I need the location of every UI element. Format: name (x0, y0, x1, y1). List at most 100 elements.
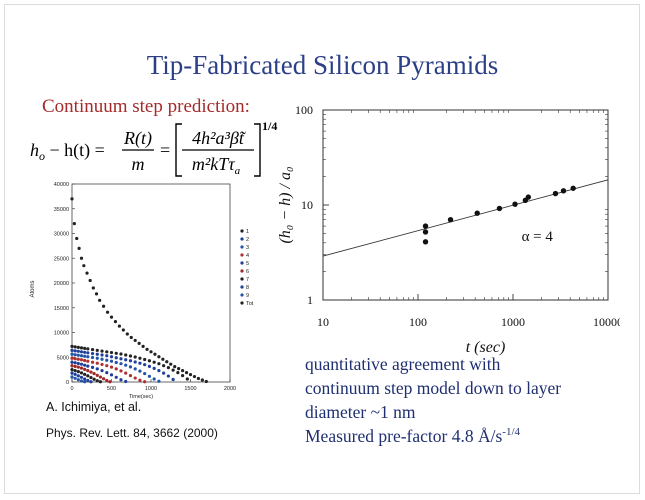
left-point-Tot-25 (157, 355, 161, 359)
left-point-6-4 (83, 367, 87, 371)
left-point-Tot-5 (82, 264, 86, 268)
left-point-Tot-24 (153, 352, 157, 356)
left-series-9 (70, 375, 87, 384)
left-point-2-11 (114, 356, 118, 360)
left-point-Tot-0 (70, 197, 74, 201)
note-line-3: diameter ~1 nm (305, 402, 416, 422)
left-point-1-10 (109, 350, 114, 355)
left-point-Tot-2 (75, 236, 79, 241)
left-point-Tot-1 (72, 222, 76, 226)
right-x-axis-label: t (sec) (466, 339, 506, 356)
left-point-4-13 (124, 371, 128, 375)
left-point-2-15 (133, 360, 137, 364)
left-point-3-6 (90, 355, 95, 360)
left-point-2-20 (157, 369, 161, 373)
left-point-4-17 (143, 380, 147, 384)
formula-lhs-rest: − h(t) = (45, 140, 105, 161)
left-point-Tot-4 (79, 256, 84, 260)
left-y-tick-label-5: 25000 (54, 256, 69, 262)
left-point-Tot-6 (85, 271, 89, 275)
citation-journal: Phys. Rev. Lett. 84, 3662 (2000) (46, 426, 218, 440)
left-point-7-6 (89, 375, 93, 380)
left-x-tick-label-4: 2000 (224, 386, 236, 392)
left-point-1-2 (76, 345, 80, 349)
right-data-point-0 (422, 223, 429, 229)
left-point-Tot-28 (169, 362, 173, 366)
left-point-Tot-7 (88, 278, 92, 283)
left-point-1-6 (90, 347, 95, 352)
left-point-1-5 (86, 347, 90, 351)
left-point-1-16 (138, 356, 142, 360)
left-point-2-10 (109, 355, 114, 359)
left-series-1 (70, 344, 189, 381)
left-point-1-24 (176, 370, 180, 375)
citation-authors: A. Ichimiya, et al. (46, 400, 142, 414)
left-point-2-22 (166, 374, 170, 378)
left-point-6-6 (89, 370, 93, 374)
left-point-9-2 (76, 378, 80, 382)
left-point-3-7 (95, 356, 99, 360)
left-point-Tot-15 (117, 324, 121, 328)
left-point-3-9 (105, 358, 109, 362)
formula-equals: = (160, 140, 170, 160)
left-legend-label-5: 6 (246, 269, 249, 275)
left-legend-label-8: 9 (246, 293, 249, 299)
right-x-tick-label-3: 10000 (593, 315, 620, 329)
left-series-7 (70, 368, 103, 384)
left-point-Tot-11 (102, 304, 106, 308)
left-point-2-6 (90, 351, 95, 356)
left-point-2-0 (70, 348, 74, 352)
left-point-8-3 (79, 375, 84, 379)
left-point-1-12 (119, 352, 123, 356)
left-point-2-12 (119, 357, 123, 361)
left-point-Tot-23 (149, 350, 153, 354)
right-data-point-4 (474, 210, 480, 216)
left-point-1-19 (152, 360, 156, 364)
left-y-tick-label-2: 10000 (54, 331, 69, 337)
left-point-3-12 (119, 362, 123, 366)
left-y-tick-label-6: 30000 (54, 232, 69, 238)
left-point-5-11 (114, 375, 118, 379)
left-point-4-0 (70, 356, 74, 360)
left-point-2-4 (83, 350, 87, 354)
left-point-3-17 (143, 371, 147, 376)
left-legend-marker-8 (240, 293, 244, 297)
svg-text:ho − h(t) =: ho − h(t) = (30, 140, 105, 163)
left-series-4 (70, 356, 147, 384)
right-y-tick-label-0: 1 (307, 293, 313, 307)
left-point-4-10 (109, 365, 114, 369)
left-point-5-7 (95, 367, 99, 371)
left-point-5-3 (79, 362, 84, 366)
left-point-6-11 (105, 378, 109, 383)
left-point-1-11 (114, 351, 118, 355)
left-point-3-10 (109, 359, 114, 363)
left-point-2-16 (138, 361, 142, 365)
left-point-1-22 (166, 366, 170, 370)
left-point-1-25 (181, 373, 185, 378)
left-point-5-4 (83, 363, 87, 367)
left-point-5-1 (73, 361, 77, 365)
left-point-7-7 (92, 377, 96, 381)
right-data-point-6 (512, 201, 518, 207)
left-point-4-4 (83, 358, 87, 363)
left-series-3 (70, 352, 161, 383)
right-x-tick-label-0: 10 (317, 315, 329, 329)
left-point-4-11 (114, 367, 118, 371)
formula-right-bracket (254, 123, 261, 177)
left-point-1-23 (171, 368, 175, 372)
left-point-7-4 (83, 372, 87, 376)
left-point-5-8 (100, 369, 104, 373)
left-series-6 (70, 364, 112, 384)
left-point-4-14 (128, 373, 133, 378)
left-legend-marker-7 (240, 285, 244, 289)
left-x-tick-label-2: 1000 (145, 386, 157, 392)
right-x-tick-label-1: 100 (409, 315, 427, 329)
left-legend-marker-6 (240, 277, 244, 281)
right-data-point-11 (570, 185, 576, 191)
left-point-Tot-22 (145, 347, 149, 351)
left-point-Tot-21 (141, 344, 145, 348)
left-point-8-4 (83, 377, 87, 381)
left-point-8-5 (86, 378, 90, 383)
left-point-6-10 (102, 377, 106, 381)
left-legend-label-9: Tot (246, 301, 254, 307)
